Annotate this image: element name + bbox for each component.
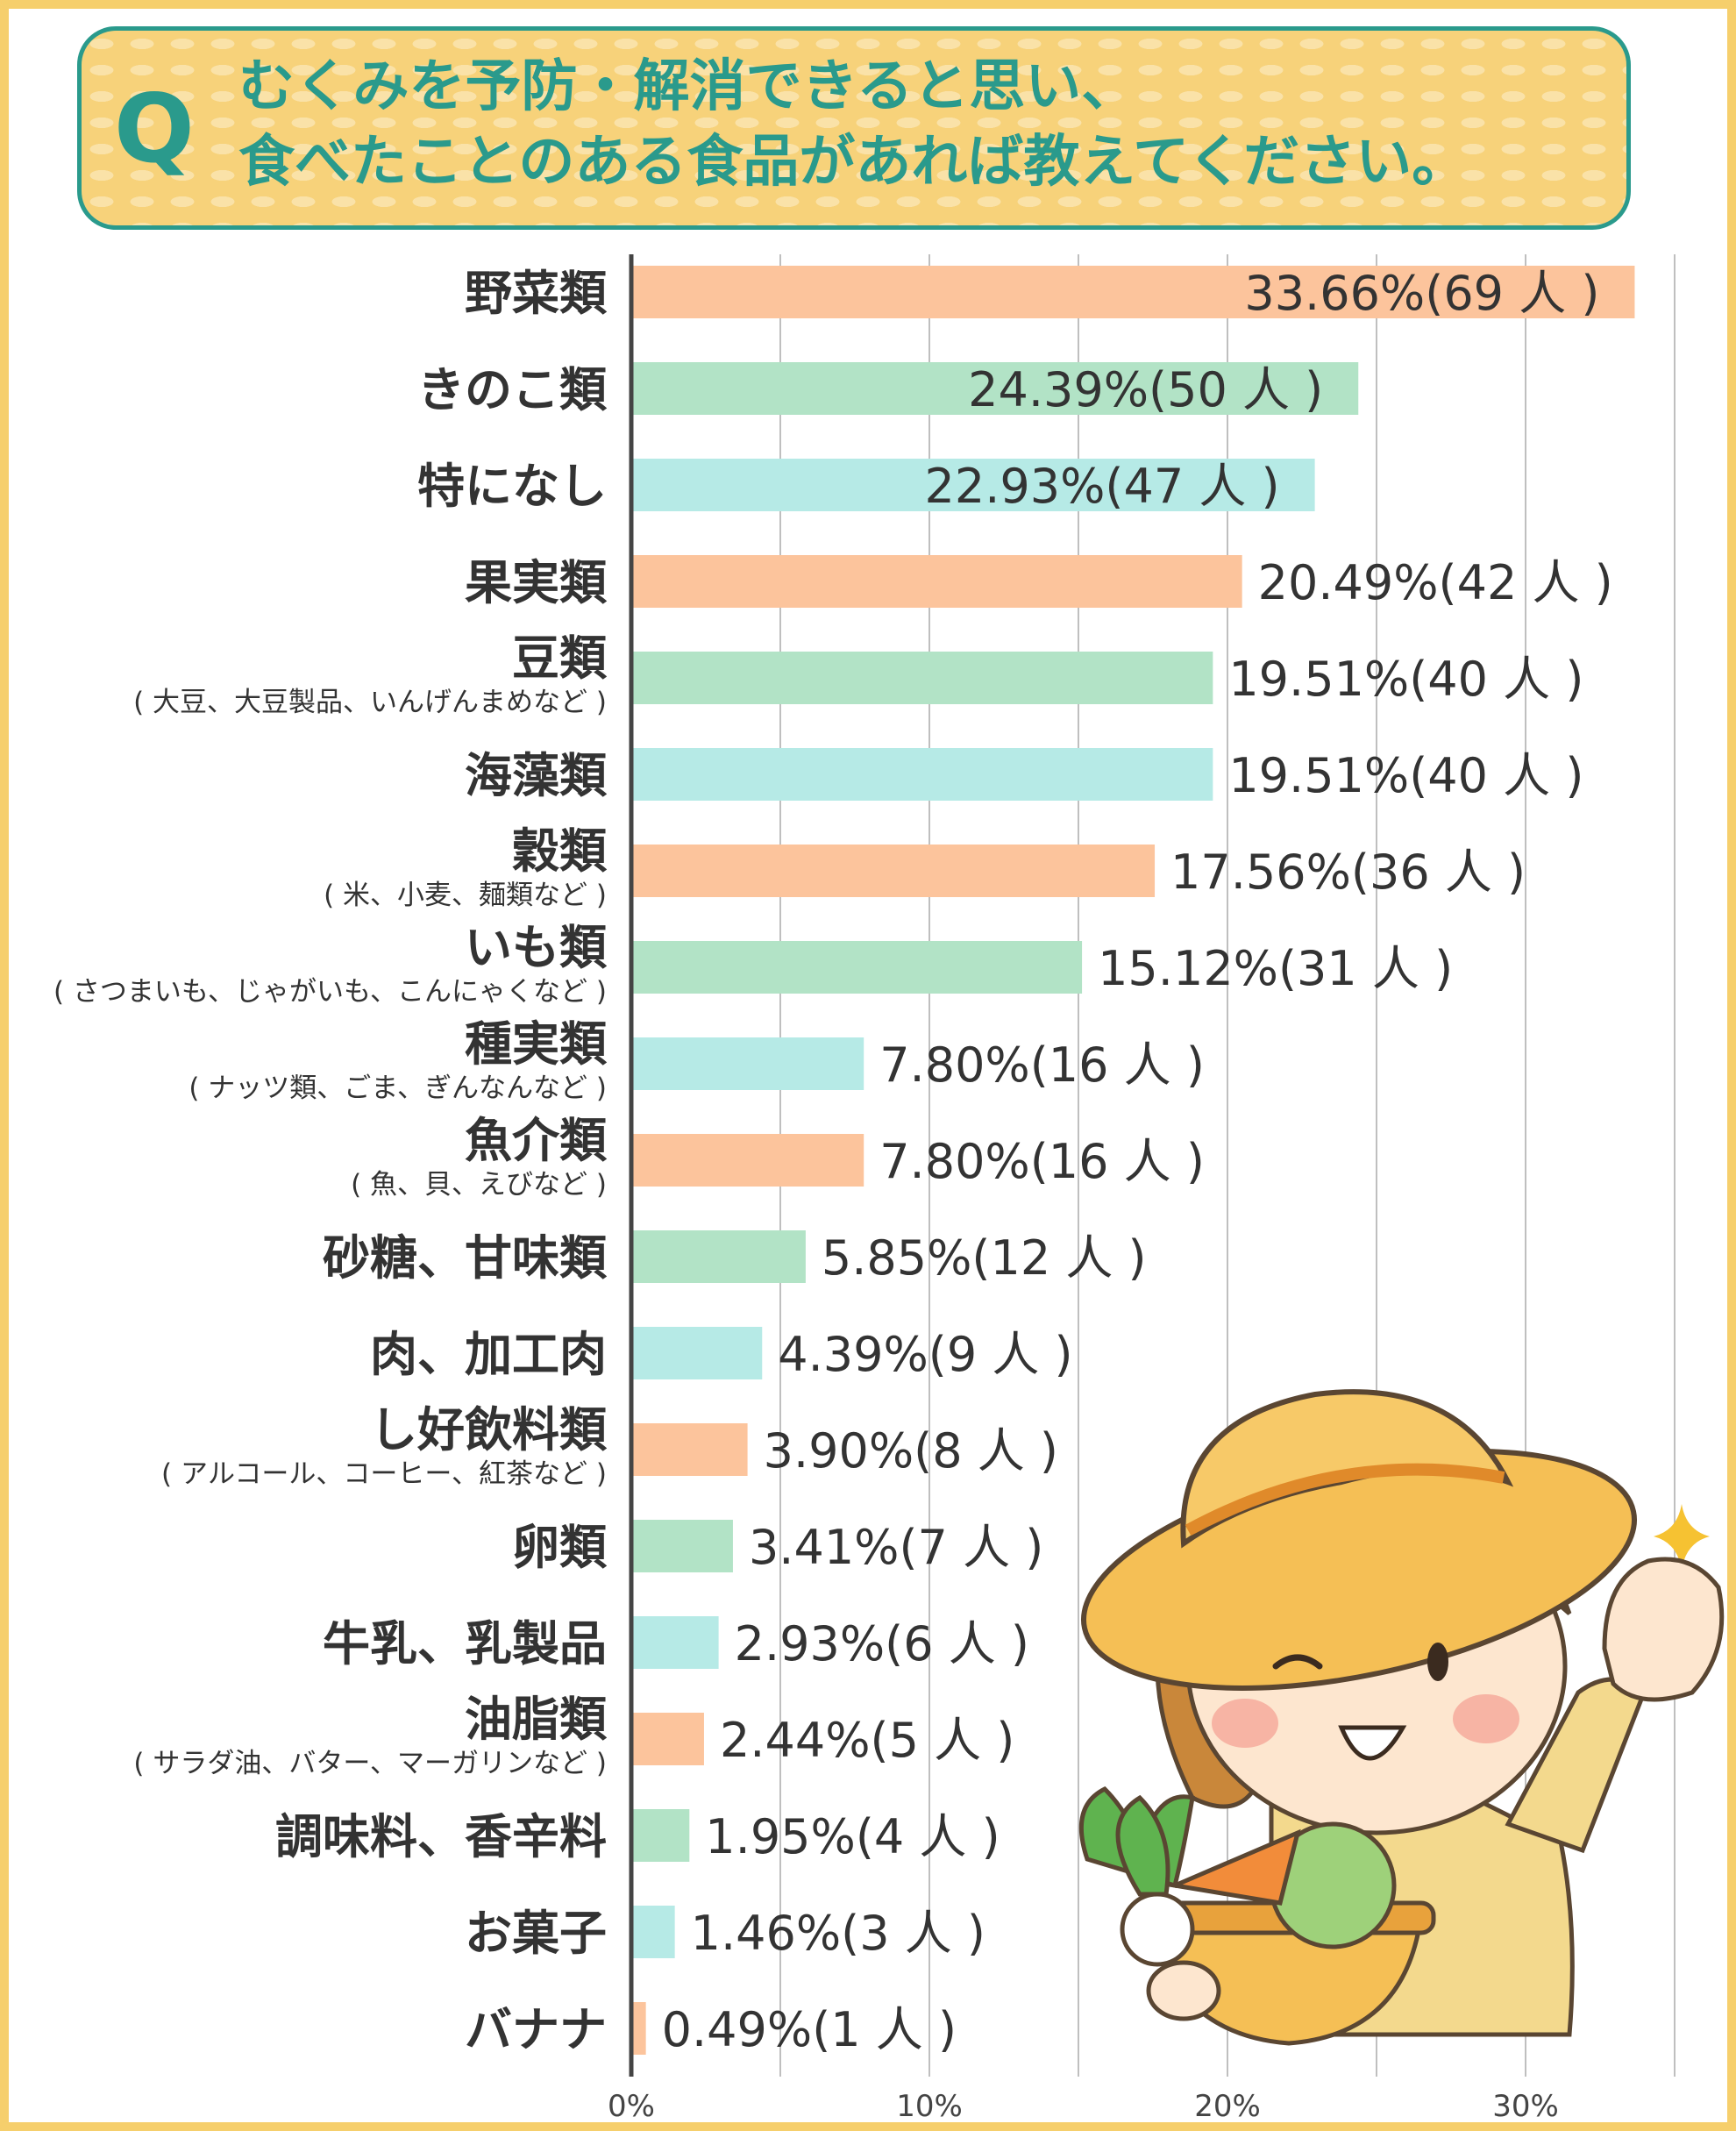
value-label: 2.44%(5 人 ) (720, 1713, 1014, 1768)
value-labels: 33.66%(69 人 ) 24.39%(50 人 ) 22.93%(47 人 ) 2… (662, 266, 1613, 2057)
value-label: 0.49%(1 人 ) (662, 2002, 957, 2057)
bar (631, 362, 1359, 415)
bar (631, 1423, 748, 1476)
bar (631, 845, 1156, 897)
category-sublabel: ( 魚、貝、えびなど ) (351, 1169, 607, 1201)
category-label: バナナ (465, 2002, 607, 2057)
open-eye (1427, 1643, 1448, 1681)
question-line-2: 食べたことのある食品があれば教えてください。 (238, 130, 1469, 195)
category-label: 豆類 (512, 631, 608, 686)
value-label: 20.49%(42 人 ) (1258, 555, 1613, 610)
value-label: 1.95%(4 人 ) (705, 1809, 1000, 1864)
value-label: 7.80%(16 人 ) (879, 1134, 1205, 1189)
bar (631, 1327, 763, 1379)
bar (631, 1230, 806, 1283)
question-line-1: むくみを予防・解消できると思い、 (238, 54, 1138, 119)
value-label: 2.93%(6 人 ) (735, 1616, 1029, 1671)
category-label: 油脂類 (465, 1692, 608, 1747)
value-label: 24.39%(50 人 ) (968, 362, 1323, 417)
tick-label: 30% (1492, 2089, 1559, 2124)
tick-label: 0% (608, 2089, 655, 2124)
cheek-left (1212, 1699, 1278, 1748)
tick-labels: 0% 10% 20% 30% (608, 2089, 1559, 2124)
bar (631, 1906, 675, 1958)
category-label: 海藻類 (465, 748, 608, 803)
bar (631, 2002, 646, 2055)
value-label: 22.93%(47 人 ) (925, 459, 1280, 514)
category-label: 穀類 (512, 823, 608, 879)
category-label: 調味料、香辛料 (275, 1809, 607, 1864)
category-label: 特になし (417, 459, 607, 514)
bar (631, 1616, 719, 1669)
bar (631, 1037, 864, 1090)
bar (631, 1134, 864, 1187)
value-label: 5.85%(12 人 ) (822, 1230, 1147, 1286)
bar (631, 266, 1635, 318)
bar (631, 555, 1242, 608)
bar (631, 1713, 704, 1765)
bar (631, 1520, 733, 1572)
category-sublabel: ( サラダ油、バター、マーガリンなど ) (133, 1748, 607, 1779)
hat-band (1185, 1463, 1505, 1536)
closed-eye (1272, 1654, 1323, 1670)
category-label: きのこ類 (417, 362, 608, 417)
basket-hand (1146, 1960, 1221, 2021)
question-text: むくみを予防・解消できると思い、 食べたことのある食品があれば教えてください。 (238, 49, 1606, 200)
mouth (1338, 1725, 1407, 1761)
farmer-girl-illustration (1078, 1389, 1725, 2046)
value-label: 19.51%(40 人 ) (1228, 748, 1583, 803)
carrot (1167, 1828, 1301, 1906)
category-label: 肉、加工肉 (370, 1327, 607, 1382)
value-label: 33.66%(69 人 ) (1244, 266, 1599, 321)
category-sublabel: ( さつまいも、じゃがいも、こんにゃくなど ) (53, 976, 607, 1008)
value-label: 4.39%(9 人 ) (778, 1327, 1072, 1382)
value-label: 17.56%(36 人 ) (1170, 845, 1526, 900)
category-label: いも類 (465, 920, 608, 975)
category-sublabel: ( ナッツ類、ごま、ぎんなんなど ) (189, 1073, 607, 1104)
radish-leaves (1115, 1794, 1170, 1897)
bar (631, 652, 1213, 704)
value-label: 3.90%(8 人 ) (764, 1423, 1058, 1479)
category-label: 牛乳、乳製品 (323, 1616, 607, 1671)
cheek-right (1453, 1694, 1519, 1743)
bar (631, 459, 1315, 511)
value-label: 15.12%(31 人 ) (1098, 941, 1453, 996)
radish (1120, 1892, 1195, 1967)
value-label: 3.41%(7 人 ) (749, 1520, 1043, 1575)
bar (631, 941, 1083, 994)
question-box (77, 26, 1631, 230)
category-label: お菓子 (465, 1906, 607, 1961)
category-label: 野菜類 (465, 266, 608, 321)
bar (631, 748, 1213, 801)
category-sublabel: ( 大豆、大豆製品、いんげんまめなど ) (133, 687, 607, 718)
fist (1602, 1557, 1725, 1702)
bar (631, 1809, 690, 1862)
value-label: 1.46%(3 人 ) (691, 1906, 985, 1961)
category-label: 果実類 (465, 555, 608, 610)
sparkle-icon (1654, 1504, 1710, 1570)
category-sublabel: ( 米、小麦、麺類など ) (324, 880, 607, 911)
value-label: 19.51%(40 人 ) (1228, 652, 1583, 707)
question-mark: Q (114, 75, 195, 184)
category-sublabel: ( アルコール、コーヒー、紅茶など ) (161, 1458, 607, 1490)
category-label: し好飲料類 (370, 1402, 608, 1457)
category-label: 卵類 (512, 1520, 608, 1575)
category-label: 種実類 (465, 1016, 608, 1072)
category-label: 砂糖、甘味類 (323, 1230, 608, 1286)
tick-label: 10% (896, 2089, 963, 2124)
value-label: 7.80%(16 人 ) (879, 1037, 1205, 1093)
tick-label: 20% (1194, 2089, 1261, 2124)
category-label: 魚介類 (465, 1113, 608, 1168)
bars (631, 266, 1635, 2055)
